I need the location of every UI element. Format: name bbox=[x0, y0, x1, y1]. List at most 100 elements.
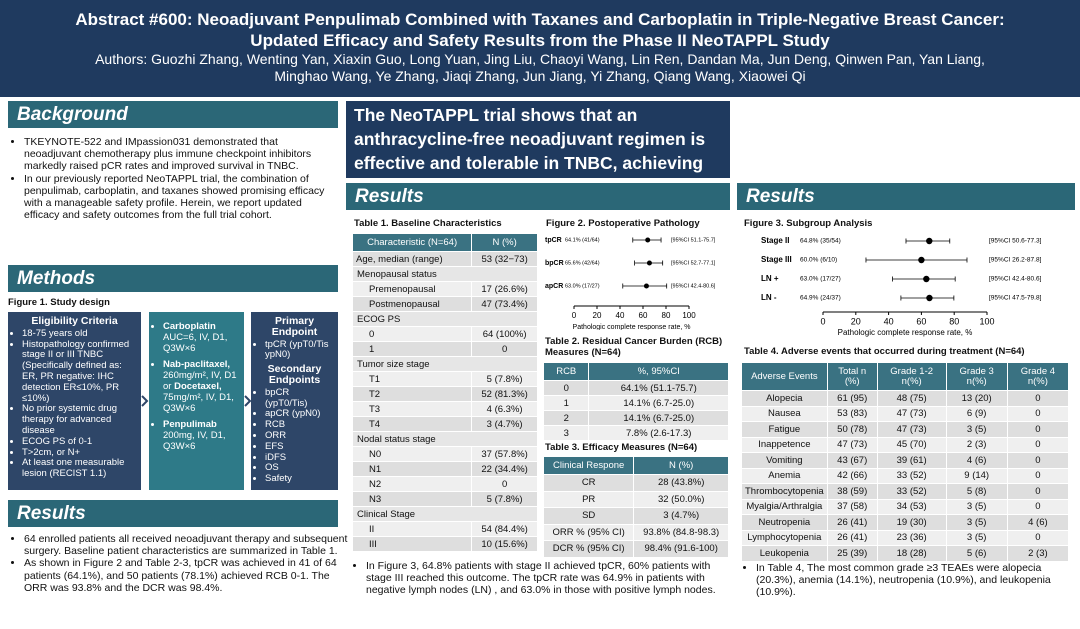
x-tick-label: 40 bbox=[616, 311, 625, 320]
data-row: Age, median (range) 53 (32−73) bbox=[351, 251, 538, 267]
group-row: Clinical Stage bbox=[352, 506, 538, 522]
header-cell: RCB bbox=[542, 362, 590, 381]
ci-label: [95%CI 42.4-80.6] bbox=[671, 283, 716, 289]
arrow bbox=[141, 395, 149, 407]
row-label: LN + bbox=[761, 274, 779, 283]
data-row: Leukopenia 25 (39) 18 (28) 5 (6) 2 (3) bbox=[741, 545, 1070, 562]
header-row: Characteristic (N=64) N (%) bbox=[351, 233, 538, 252]
bullet: Histopathology confirmed stage II or III… bbox=[22, 339, 137, 405]
x-tick-label: 40 bbox=[884, 316, 894, 326]
box-title: Eligibility Criteria bbox=[31, 315, 118, 327]
poster-title: Abstract #600: Neoadjuvant Penpulimab Co… bbox=[75, 10, 1005, 50]
cell: SD bbox=[542, 507, 635, 525]
cell: 52 (81.3%) bbox=[471, 386, 538, 402]
section-heading: Results bbox=[8, 500, 338, 527]
data-row: 2 14.1% (6.7-25.0) bbox=[542, 410, 729, 426]
header-cell: N (%) bbox=[633, 456, 729, 475]
cell: 2 bbox=[542, 410, 590, 426]
cell: 47 (73) bbox=[876, 405, 947, 422]
ci-label: [95%CI 51.1-75.7] bbox=[671, 237, 716, 243]
cell: 17 (26.6%) bbox=[471, 281, 538, 297]
bullet-list: TKEYNOTE-522 and IMpassion031 demonstrat… bbox=[10, 136, 334, 221]
header-cell: Grade 4 n(%) bbox=[1006, 362, 1070, 391]
cell: 14.1% (6.7-25.0) bbox=[588, 395, 729, 411]
cell: Clinical Stage bbox=[352, 506, 538, 522]
bullet: In our previously reported NeoTAPPL tria… bbox=[24, 173, 334, 222]
ci-label: [95%CI 47.5-79.8] bbox=[989, 295, 1042, 302]
data-row: III 10 (15.6%) bbox=[351, 536, 538, 552]
cell: 38 (59) bbox=[826, 483, 878, 500]
data-row: PR 32 (50.0%) bbox=[542, 490, 729, 508]
section-heading: Results bbox=[346, 183, 730, 210]
data-table: Clinical Respone N (%) CR 28 (43.8%) PR 32 (5… bbox=[542, 456, 729, 558]
cell: 3 (5) bbox=[945, 529, 1008, 546]
data-row: Fatigue 50 (78) 47 (73) 3 (5) 0 bbox=[741, 421, 1070, 438]
cell: 22 (34.4%) bbox=[471, 461, 538, 477]
cell: Alopecia bbox=[741, 390, 828, 407]
cell: Premenopausal bbox=[351, 281, 473, 297]
cell: Thrombocytopenia bbox=[741, 483, 828, 500]
bullet: T>2cm, or N+ bbox=[22, 447, 137, 459]
value-label: 60.0% (6/10) bbox=[800, 257, 837, 264]
x-tick-label: 20 bbox=[851, 316, 861, 326]
cell: 33 (52) bbox=[876, 467, 947, 484]
cell: 0 bbox=[471, 476, 538, 492]
cell: 48 (75) bbox=[876, 390, 947, 407]
row-label: bpCR bbox=[545, 260, 564, 267]
x-tick-label: 60 bbox=[639, 311, 648, 320]
cell: 26 (41) bbox=[826, 514, 878, 531]
header-cell: Grade 1-2 n(%) bbox=[876, 362, 947, 391]
x-tick-label: 80 bbox=[662, 311, 671, 320]
bullet-list: tpCR (ypT0/Tis ypN0) bbox=[255, 339, 334, 362]
data-table: RCB%, 95%CI 0 64.1% (51.1-75.7) 1 14.1% (6.7… bbox=[542, 362, 729, 441]
cell: II bbox=[351, 521, 473, 537]
header-cell: Adverse Events bbox=[741, 362, 828, 391]
cell: 33 (52) bbox=[876, 483, 947, 500]
cell: 53 (83) bbox=[826, 405, 878, 422]
point-estimate bbox=[643, 283, 649, 289]
bullet: As shown in Figure 2 and Table 2-3, tpCR… bbox=[24, 557, 352, 594]
section-heading: Background bbox=[8, 101, 338, 128]
cell: 47 (73) bbox=[876, 421, 947, 438]
cell: PR bbox=[542, 490, 635, 508]
bullet: 64 enrolled patients all received neoadj… bbox=[24, 533, 352, 557]
x-tick-label: 100 bbox=[979, 316, 994, 326]
point-estimate bbox=[918, 256, 925, 264]
dose: 200mg, IV, D1, Q3W×6 bbox=[163, 430, 226, 452]
bullet-list: bpCR (ypT0/Tis)apCR (ypN0)RCBORREFSiDFSO… bbox=[255, 387, 334, 485]
x-tick-label: 60 bbox=[916, 316, 926, 326]
bullet-list: 18-75 years oldHistopathology confirmed … bbox=[12, 328, 137, 480]
data-row: Alopecia 61 (95) 48 (75) 13 (20) 0 bbox=[741, 390, 1070, 407]
bullet: In Figure 3, 64.8% patients with stage I… bbox=[366, 560, 738, 597]
header-cell: Grade 3 n(%) bbox=[945, 362, 1008, 391]
cell: Lymphocytopenia bbox=[741, 529, 828, 546]
cell: 0 bbox=[1006, 452, 1070, 469]
data-row: Nausea 53 (83) 47 (73) 6 (9) 0 bbox=[741, 405, 1070, 422]
cell: 4 (6.3%) bbox=[471, 401, 538, 417]
data-row: CR 28 (43.8%) bbox=[542, 474, 729, 492]
cell: 7.8% (2.6-17.3) bbox=[588, 425, 729, 441]
cell: 64.1% (51.1-75.7) bbox=[588, 380, 729, 396]
drug-name: Carboplatin bbox=[163, 321, 216, 332]
authors: Authors: Guozhi Zhang, Wenting Yan, Xiax… bbox=[95, 51, 985, 84]
data-row: II 54 (84.4%) bbox=[351, 521, 538, 537]
cell: 0 bbox=[351, 326, 473, 342]
cell: 0 bbox=[1006, 405, 1070, 422]
data-row: ORR % (95% CI) 93.8% (84.8-98.3) bbox=[542, 523, 729, 541]
cell: 5 (6) bbox=[945, 545, 1008, 562]
row-label: apCR bbox=[545, 283, 563, 290]
dose: 75mg/m², IV, D1, Q3W×6 bbox=[163, 391, 234, 414]
data-row: Thrombocytopenia 38 (59) 33 (52) 5 (8) 0 bbox=[741, 483, 1070, 500]
cell: 93.8% (84.8-98.3) bbox=[633, 523, 729, 541]
data-row: 0 64.1% (51.1-75.7) bbox=[542, 380, 729, 396]
cell: Anemia bbox=[741, 467, 828, 484]
data-row: Lymphocytopenia 26 (41) 23 (36) 3 (5) 0 bbox=[741, 529, 1070, 546]
dose: AUC=6, IV, D1, Q3W×6 bbox=[163, 331, 228, 354]
cell: 3 (4.7%) bbox=[633, 507, 729, 525]
bullet: Penpulimab 200mg, IV, D1, Q3W×6 bbox=[163, 419, 240, 452]
cell: 0 bbox=[1006, 483, 1070, 500]
cell: 0 bbox=[1006, 529, 1070, 546]
cell: Nausea bbox=[741, 405, 828, 422]
